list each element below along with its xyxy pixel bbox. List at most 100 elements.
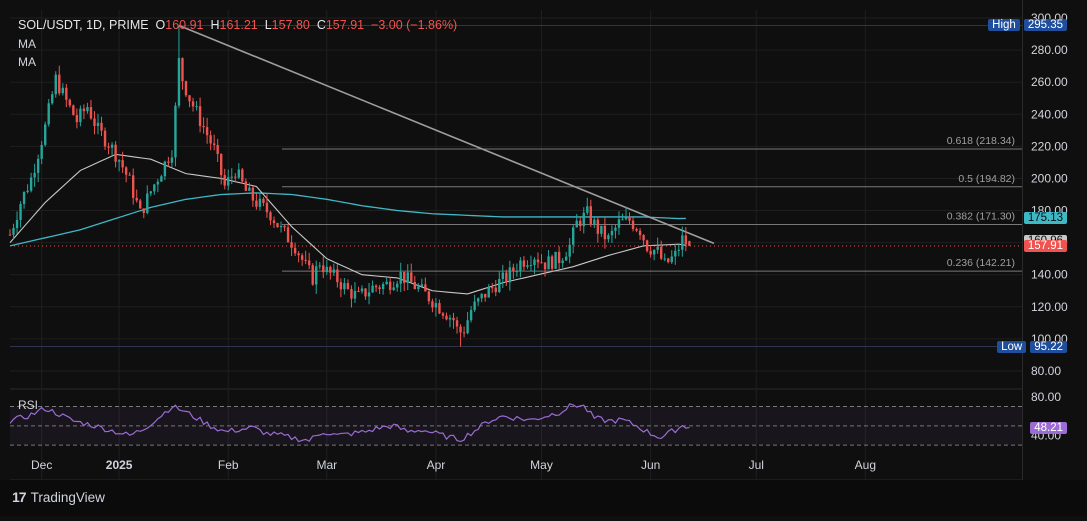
candle-body [86,107,89,112]
candle-body [156,181,160,185]
candle-body [621,219,624,221]
candle-body [103,130,107,147]
candle-body [543,262,547,270]
candle-body [230,176,233,178]
fib-level-label: 0.618 (218.34) [947,135,1015,147]
candle-body [244,181,248,191]
candle-body [455,320,459,327]
candle-body [378,287,381,289]
candle-body [220,154,223,176]
candle-body [290,242,293,248]
price-badge-value: 157.91 [1023,239,1067,252]
candle-body [209,135,212,144]
brand-name: TradingView [30,489,105,505]
candle-body [12,228,15,235]
price-badge-0: 175.13 [1020,210,1071,226]
candle-body [582,212,585,227]
tradingview-brand[interactable]: 17 TradingView [12,489,105,505]
candle-body [519,260,522,272]
candle-body [413,281,416,289]
candle-body [515,271,519,273]
candle-body [315,266,318,285]
time-tick-label: Aug [855,458,876,472]
ma-indicator-label-1[interactable]: MA [18,37,36,51]
candle-body [540,262,543,264]
candle-body [255,200,258,207]
candle-body [568,244,571,257]
candle-body [68,99,72,106]
candle-body [603,225,607,240]
candle-body [586,206,589,213]
candle-body [117,160,121,162]
candle-body [392,287,395,290]
candle-body [688,241,691,246]
price-axis-line [1022,0,1023,480]
low-label: L [264,18,272,32]
candle-body [19,203,22,220]
candle-body [406,272,409,283]
candle-body [431,301,434,308]
candle-body [163,161,167,177]
candle-body [8,234,12,236]
ma-slow-line [9,192,686,247]
candle-body [498,278,501,293]
candle-body [22,191,26,204]
candle-body [427,291,431,302]
candle-body [269,212,272,221]
price-badge-2: 157.91 [1020,238,1071,254]
candle-body [96,122,100,126]
candle-body [385,281,388,285]
candle-body [381,284,385,289]
candle-body [403,271,406,283]
candle-body [142,208,145,213]
candle-body [656,246,659,250]
low-value: 157.80 [271,18,310,32]
candle-body [308,260,311,266]
candle-body [128,174,131,176]
candle-body [191,101,195,107]
candle-body [469,310,473,321]
candle-body [89,107,93,119]
candle-body [304,259,307,261]
candle-body [557,251,561,264]
candle-body [36,158,40,173]
candle-body [649,251,652,255]
candle-body [124,167,128,175]
candle-body [258,198,262,207]
candle-body [146,193,149,213]
price-tick-label: 140.00 [1031,268,1068,282]
candle-body [262,198,265,203]
candle-body [628,216,631,221]
candle-body [635,229,638,231]
price-tick-label: 220.00 [1031,139,1068,153]
candle-body [15,219,19,229]
candle-body [300,255,304,260]
candle-body [575,220,578,228]
candle-body [452,317,455,321]
rsi-indicator-label[interactable]: RSI [18,398,39,412]
candle-body [170,157,174,163]
ma-indicator-label-2[interactable]: MA [18,55,36,69]
candle-body [396,283,399,288]
candle-body [322,265,325,273]
candle-body [684,235,688,245]
candle-body [336,269,339,283]
candle-body [54,74,57,95]
candle-body [33,172,36,178]
candle-body [205,127,209,136]
rsi-value-badge: 48.21 [1026,420,1071,436]
time-tick-label: May [530,458,553,472]
candle-body [600,225,603,234]
candle-body [343,283,346,290]
candle-body [614,227,617,231]
time-tick-label: 2025 [106,458,133,472]
candle-body [610,230,614,236]
candle-body [223,175,226,186]
candle-body [195,106,198,108]
candle-body [508,267,512,283]
candle-body [547,256,550,270]
time-tick-label: Apr [427,458,446,472]
fib-level-label: 0.236 (142.21) [947,257,1015,269]
